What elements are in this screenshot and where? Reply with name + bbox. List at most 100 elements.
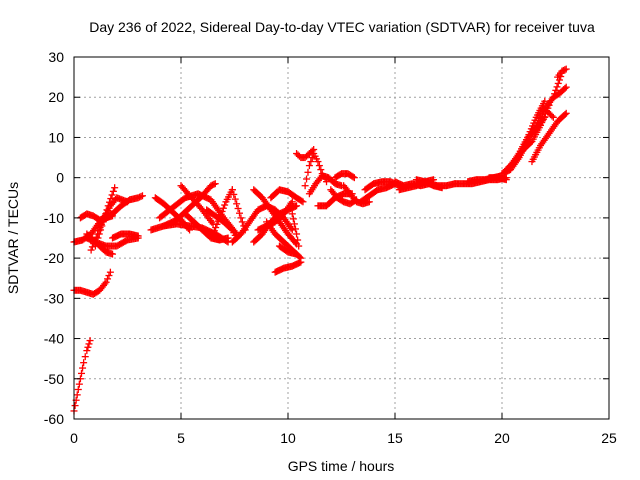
x-tick-label: 25 [601, 430, 617, 446]
data-point [80, 359, 88, 367]
y-tick-label: -20 [44, 250, 64, 266]
data-point [350, 174, 358, 182]
x-tick-label: 10 [280, 430, 296, 446]
data-point [106, 198, 114, 206]
data-point [233, 200, 241, 208]
data-point [548, 112, 556, 120]
data-point [212, 224, 220, 232]
data-point [293, 230, 301, 238]
y-tick-label: 20 [48, 89, 64, 105]
data-point [235, 209, 243, 217]
data-point [83, 347, 91, 355]
data-point [502, 176, 510, 184]
data-point [228, 186, 236, 194]
data-point [137, 192, 145, 200]
data-point [237, 214, 245, 222]
data-point [438, 184, 446, 192]
data-point [288, 198, 296, 206]
data-point [75, 380, 83, 388]
y-tick-label: -40 [44, 331, 64, 347]
data-point [219, 204, 227, 212]
data-points [70, 65, 570, 415]
data-point [210, 180, 218, 188]
data-point [234, 205, 242, 213]
x-tick-label: 0 [70, 430, 78, 446]
data-point [93, 238, 101, 246]
y-tick-label: -60 [44, 411, 64, 427]
y-tick-label: -50 [44, 371, 64, 387]
data-point [240, 222, 248, 230]
data-point [213, 220, 221, 228]
data-point [138, 192, 146, 200]
data-point [186, 226, 194, 234]
data-point [303, 175, 311, 183]
data-point [541, 113, 549, 121]
data-point [224, 234, 232, 242]
data-point [298, 197, 306, 205]
data-point [230, 190, 238, 198]
data-point [77, 369, 85, 377]
data-point [290, 220, 298, 228]
data-point [111, 184, 119, 192]
data-point [101, 280, 109, 288]
data-point [554, 79, 562, 87]
data-point [79, 364, 87, 372]
data-point [349, 173, 357, 181]
data-point [562, 65, 570, 73]
data-point [71, 402, 79, 410]
data-point [74, 386, 82, 394]
data-point [108, 191, 116, 199]
data-point [561, 84, 569, 92]
data-point [85, 340, 93, 348]
data-point [553, 83, 561, 91]
data-point [94, 234, 102, 242]
data-point [562, 109, 570, 117]
data-point [87, 246, 95, 254]
data-point [295, 242, 303, 250]
data-point [315, 162, 323, 170]
data-point [109, 250, 117, 258]
data-point [109, 187, 117, 195]
data-point [305, 162, 313, 170]
data-point [104, 275, 112, 283]
data-point [97, 226, 105, 234]
y-tick-label: -10 [44, 210, 64, 226]
data-point [209, 230, 217, 238]
data-point [541, 97, 549, 105]
data-point [102, 278, 110, 286]
data-point [562, 83, 570, 91]
x-axis-label: GPS time / hours [288, 458, 395, 474]
data-point [238, 218, 246, 226]
data-point [561, 66, 569, 74]
y-tick-labels: 30 20 10 0 -10 -20 -30 -40 -50 -60 [44, 49, 64, 427]
data-point [210, 227, 218, 235]
y-tick-label: -30 [44, 290, 64, 306]
data-point [231, 195, 239, 203]
data-point [88, 243, 96, 251]
data-point [549, 113, 557, 121]
data-point [561, 110, 569, 118]
data-point [227, 225, 235, 233]
data-point [430, 176, 438, 184]
x-tick-label: 5 [177, 430, 185, 446]
data-point [291, 225, 299, 233]
data-point [307, 158, 315, 166]
x-tick-label: 20 [494, 430, 510, 446]
chart-title: Day 236 of 2022, Sidereal Day-to-day VTE… [89, 19, 595, 35]
data-point [289, 215, 297, 223]
data-point [297, 258, 305, 266]
data-point [86, 337, 94, 345]
data-point [73, 391, 81, 399]
axis-ticks [73, 56, 610, 420]
data-point [241, 226, 249, 234]
data-point [211, 180, 219, 188]
data-point [545, 101, 553, 109]
x-tick-label: 15 [387, 430, 403, 446]
data-point [317, 166, 325, 174]
x-tick-labels: 0 5 10 15 20 25 [70, 430, 617, 446]
data-point [106, 268, 114, 276]
y-tick-label: 0 [56, 170, 64, 186]
y-tick-label: 30 [48, 49, 64, 65]
data-point [301, 182, 309, 190]
